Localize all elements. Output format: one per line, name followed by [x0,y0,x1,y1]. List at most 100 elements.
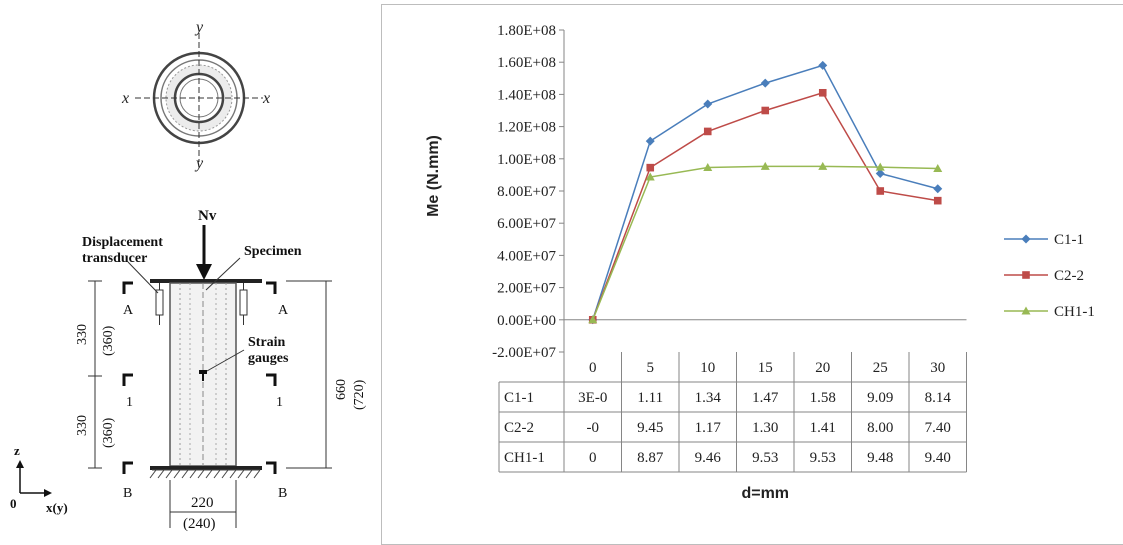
data-point-diamond [875,168,885,178]
chart-panel: -2.00E+07 0.00E+00 2.00E+07 4.00E+07 6.00E+0… [381,4,1123,545]
table-cell: 1.41 [810,420,836,436]
table-header-cell: 5 [647,360,655,376]
dim-total: 660 [334,379,349,400]
table-row-label: CH1-1 [504,450,545,466]
data-point-square [876,187,885,195]
specimen-diagram: y y x x Nv [0,0,378,545]
table-cell: 9.48 [867,450,893,466]
section-b-left: B [123,486,132,501]
table-cell: 9.40 [925,450,951,466]
table-cell: 1.34 [695,390,722,406]
strain-leader [206,349,245,372]
table-cell: 8.00 [867,420,893,436]
section-b-right: B [278,486,287,501]
coord-x-arrow [44,489,52,497]
y-tick-label: 2.00E+07 [497,281,556,297]
section-1-left: 1 [126,395,133,410]
series-line [592,91,938,321]
data-point-square [761,106,770,115]
y-tick-label: 8.00E+07 [497,184,556,200]
transducer-leader [127,261,159,294]
y-tick-label: 1.00E+08 [497,152,556,168]
data-point-diamond [933,184,943,194]
cs-y-top-label: y [194,19,204,36]
coord-x-label: x(y) [46,500,68,515]
dim-upper: 330 [75,324,90,345]
data-point-diamond [645,136,655,146]
cross-section: y y x x [121,19,270,172]
data-point-triangle [760,161,770,170]
table-header-cell: 20 [815,360,830,376]
moment-chart: -2.00E+07 0.00E+00 2.00E+07 4.00E+07 6.00E+0… [425,23,1095,502]
dim-lower-paren: (360) [101,417,116,448]
displacement-transducer-right [239,289,248,316]
series-line [592,165,938,321]
data-point-square [818,88,827,97]
left-dimension-lines [88,280,102,469]
cs-y-bottom-label: y [194,155,204,172]
dim-upper-paren: (360) [101,325,116,356]
table-cell: 8.14 [925,390,952,406]
table-cell: 1.58 [810,390,836,406]
right-dimension-lines [286,280,332,469]
elevation-view: Nv [10,208,367,532]
data-table: 0 5 10 15 20 25 30 C1-1 3E-0 1.11 1.34 1.47 1.58 9.09… [498,352,967,473]
data-point-square [646,163,655,172]
displacement-label-1: Displacement [82,235,163,250]
x-axis-title: d=mm [741,485,789,502]
section-marks [122,281,277,474]
data-point-diamond [703,99,713,109]
table-cell: 9.09 [867,390,893,406]
strain-gauge-mark [199,370,207,374]
y-tick-label: 1.40E+08 [497,87,556,103]
table-cell: 1.17 [695,420,722,436]
table-cell: 7.40 [925,420,951,436]
series-c2-2 [588,88,942,324]
coord-origin-label: 0 [10,496,17,511]
table-header-cell: 30 [930,360,945,376]
table-cell: 1.30 [752,420,778,436]
data-point-triangle [933,163,943,172]
data-point-diamond [1021,234,1031,244]
data-point-diamond [818,60,828,70]
section-a-left: A [123,303,134,318]
y-tick-label: 1.60E+08 [497,55,556,71]
top-plate [150,279,262,283]
legend-item-c2-2: C2-2 [1004,268,1084,284]
load-arrow-head [196,264,212,280]
table-header-cell: 25 [873,360,888,376]
data-point-triangle [588,315,598,324]
data-point-triangle [818,161,828,170]
table-cell: 3E-0 [578,390,607,406]
table-cell: 9.53 [810,450,836,466]
table-cell: 8.87 [637,450,664,466]
series-layer [588,60,943,325]
strain-label-2: gauges [248,351,289,366]
displacement-label-2: transducer [82,251,147,266]
table-cell: 1.11 [637,390,663,406]
load-label: Nv [198,208,217,224]
legend-label: C1-1 [1054,232,1084,248]
ground-hatch [149,469,261,479]
dim-total-paren: (720) [352,379,367,410]
table-cell: -0 [587,420,600,436]
legend-label: C2-2 [1054,268,1084,284]
table-cell: 9.53 [752,450,778,466]
y-tick-label: 4.00E+07 [497,248,556,264]
y-tick-label: 1.80E+08 [497,23,556,39]
cs-x-right-label: x [262,90,270,107]
data-point-square [933,196,942,205]
legend-item-ch1-1: CH1-1 [1004,304,1095,320]
dim-width-paren: (240) [183,516,216,532]
bottom-plate [150,466,262,470]
bottom-dimension-lines [169,480,237,528]
dim-width: 220 [191,495,214,511]
cs-x-left-label: x [121,90,129,107]
y-tick-label: 0.00E+00 [497,313,556,329]
dim-lower: 330 [75,415,90,436]
table-cell: 9.46 [695,450,722,466]
legend-item-c1-1: C1-1 [1004,232,1084,248]
data-point-triangle [875,162,885,171]
diagram-svg: y y x x Nv [10,19,367,532]
table-row-label: C1-1 [504,390,534,406]
